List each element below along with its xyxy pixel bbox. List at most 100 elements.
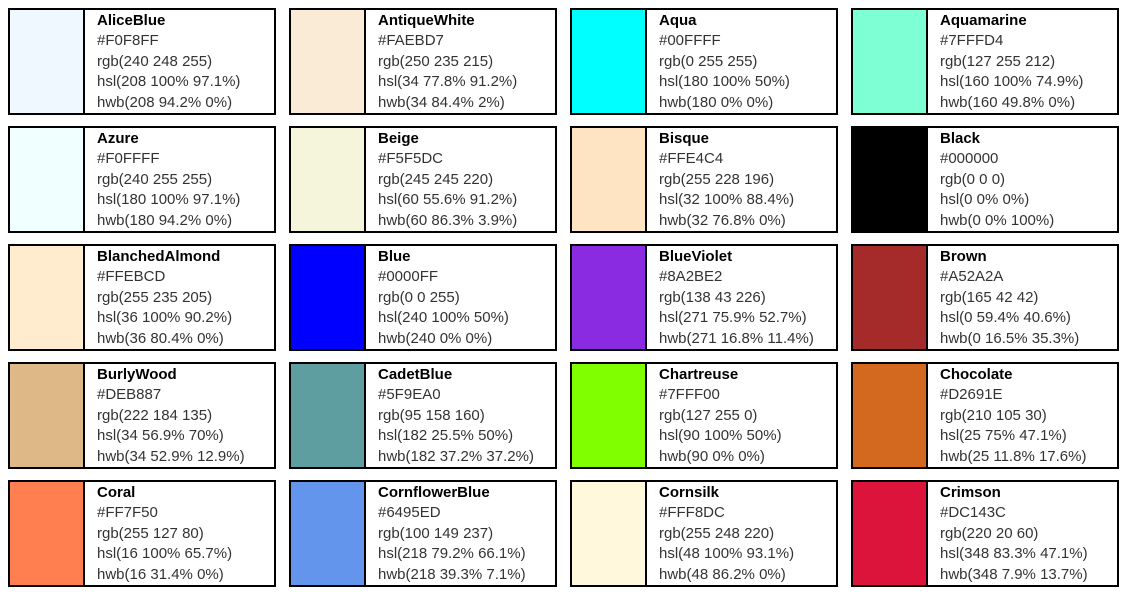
color-hex: #F0FFFF <box>97 150 160 168</box>
color-hwb: hwb(271 16.8% 11.4%) <box>659 329 814 347</box>
color-hsl: hsl(271 75.9% 52.7%) <box>659 309 807 327</box>
color-hwb: hwb(36 80.4% 0%) <box>97 329 224 347</box>
color-rgb: rgb(222 184 135) <box>97 406 213 424</box>
color-rgb: rgb(0 0 255) <box>378 288 460 306</box>
color-rgb: rgb(165 42 42) <box>940 288 1039 306</box>
color-hsl: hsl(240 100% 50%) <box>378 309 509 327</box>
color-name: CadetBlue <box>378 366 453 383</box>
color-name: CornflowerBlue <box>378 484 490 501</box>
color-card-blue: Blue #0000FF rgb(0 0 255) hsl(240 100% 5… <box>289 244 557 351</box>
color-name: Beige <box>378 130 419 147</box>
color-swatch <box>572 128 647 231</box>
color-card-chartreuse: Chartreuse #7FFF00 rgb(127 255 0) hsl(90… <box>570 362 838 469</box>
color-card-brown: Brown #A52A2A rgb(165 42 42) hsl(0 59.4%… <box>851 244 1119 351</box>
color-rgb: rgb(240 248 255) <box>97 52 213 70</box>
color-rgb: rgb(255 235 205) <box>97 288 213 306</box>
color-hwb: hwb(90 0% 0%) <box>659 447 765 465</box>
color-hsl: hsl(0 0% 0%) <box>940 191 1030 209</box>
color-hex: #D2691E <box>940 386 1003 404</box>
color-card-crimson: Crimson #DC143C rgb(220 20 60) hsl(348 8… <box>851 480 1119 587</box>
color-rgb: rgb(0 0 0) <box>940 170 1006 188</box>
color-swatch <box>291 128 366 231</box>
color-name: AliceBlue <box>97 12 166 29</box>
color-hex: #DC143C <box>940 504 1006 522</box>
color-swatch <box>853 246 928 349</box>
color-card-aqua: Aqua #00FFFF rgb(0 255 255) hsl(180 100%… <box>570 8 838 115</box>
color-hex: #FAEBD7 <box>378 32 444 50</box>
color-card-burlywood: BurlyWood #DEB887 rgb(222 184 135) hsl(3… <box>8 362 276 469</box>
color-hex: #A52A2A <box>940 268 1004 286</box>
color-hsl: hsl(348 83.3% 47.1%) <box>940 545 1088 563</box>
color-hsl: hsl(208 100% 97.1%) <box>97 73 241 91</box>
color-card-black: Black #000000 rgb(0 0 0) hsl(0 0% 0%) hw… <box>851 126 1119 233</box>
color-hwb: hwb(180 0% 0%) <box>659 93 774 111</box>
color-hwb: hwb(180 94.2% 0%) <box>97 211 233 229</box>
color-swatch <box>853 364 928 467</box>
color-name: Azure <box>97 130 139 147</box>
color-name: Cornsilk <box>659 484 720 501</box>
color-rgb: rgb(95 158 160) <box>378 406 485 424</box>
color-rgb: rgb(138 43 226) <box>659 288 766 306</box>
color-rgb: rgb(255 228 196) <box>659 170 775 188</box>
color-hex: #8A2BE2 <box>659 268 723 286</box>
color-hex: #7FFF00 <box>659 386 720 404</box>
color-card-bisque: Bisque #FFE4C4 rgb(255 228 196) hsl(32 1… <box>570 126 838 233</box>
color-hex: #FFE4C4 <box>659 150 724 168</box>
color-hwb: hwb(0 16.5% 35.3%) <box>940 329 1080 347</box>
color-hwb: hwb(60 86.3% 3.9%) <box>378 211 518 229</box>
color-hsl: hsl(160 100% 74.9%) <box>940 73 1084 91</box>
color-hwb: hwb(34 52.9% 12.9%) <box>97 447 245 465</box>
color-hex: #FFF8DC <box>659 504 725 522</box>
color-rgb: rgb(245 245 220) <box>378 170 494 188</box>
color-rgb: rgb(0 255 255) <box>659 52 758 70</box>
color-hwb: hwb(48 86.2% 0%) <box>659 565 786 583</box>
color-swatch <box>10 364 85 467</box>
color-name: Aquamarine <box>940 12 1027 29</box>
color-card-antiquewhite: AntiqueWhite #FAEBD7 rgb(250 235 215) hs… <box>289 8 557 115</box>
color-card-coral: Coral #FF7F50 rgb(255 127 80) hsl(16 100… <box>8 480 276 587</box>
color-swatch <box>291 364 366 467</box>
color-hsl: hsl(60 55.6% 91.2%) <box>378 191 518 209</box>
color-name: BlueViolet <box>659 248 733 265</box>
color-hsl: hsl(34 56.9% 70%) <box>97 427 224 445</box>
color-swatch <box>10 482 85 585</box>
color-hex: #6495ED <box>378 504 441 522</box>
color-name: Aqua <box>659 12 697 29</box>
color-name: Bisque <box>659 130 710 147</box>
color-card-cornflowerblue: CornflowerBlue #6495ED rgb(100 149 237) … <box>289 480 557 587</box>
color-name: Black <box>940 130 981 147</box>
color-swatch <box>10 10 85 113</box>
color-swatch <box>572 246 647 349</box>
color-swatch <box>10 246 85 349</box>
color-name: Coral <box>97 484 136 501</box>
color-hex: #F5F5DC <box>378 150 444 168</box>
color-card-blueviolet: BlueViolet #8A2BE2 rgb(138 43 226) hsl(2… <box>570 244 838 351</box>
color-hex: #00FFFF <box>659 32 721 50</box>
color-swatch <box>291 246 366 349</box>
color-hwb: hwb(218 39.3% 7.1%) <box>378 565 526 583</box>
color-hwb: hwb(182 37.2% 37.2%) <box>378 447 534 465</box>
color-rgb: rgb(220 20 60) <box>940 524 1039 542</box>
color-card-cornsilk: Cornsilk #FFF8DC rgb(255 248 220) hsl(48… <box>570 480 838 587</box>
color-rgb: rgb(100 149 237) <box>378 524 494 542</box>
color-hsl: hsl(90 100% 50%) <box>659 427 782 445</box>
color-swatch <box>853 482 928 585</box>
color-card-aquamarine: Aquamarine #7FFFD4 rgb(127 255 212) hsl(… <box>851 8 1119 115</box>
color-hex: #7FFFD4 <box>940 32 1004 50</box>
color-hwb: hwb(240 0% 0%) <box>378 329 493 347</box>
color-rgb: rgb(210 105 30) <box>940 406 1047 424</box>
color-rgb: rgb(255 127 80) <box>97 524 204 542</box>
color-hex: #0000FF <box>378 268 439 286</box>
color-hwb: hwb(25 11.8% 17.6%) <box>940 447 1087 465</box>
color-card-beige: Beige #F5F5DC rgb(245 245 220) hsl(60 55… <box>289 126 557 233</box>
color-hex: #FFEBCD <box>97 268 166 286</box>
color-card-chocolate: Chocolate #D2691E rgb(210 105 30) hsl(25… <box>851 362 1119 469</box>
color-card-blanchedalmond: BlanchedAlmond #FFEBCD rgb(255 235 205) … <box>8 244 276 351</box>
color-hsl: hsl(180 100% 97.1%) <box>97 191 241 209</box>
color-name: BlanchedAlmond <box>97 248 221 265</box>
color-hsl: hsl(16 100% 65.7%) <box>97 545 233 563</box>
color-swatch <box>10 128 85 231</box>
color-name: Chartreuse <box>659 366 739 383</box>
color-hwb: hwb(16 31.4% 0%) <box>97 565 224 583</box>
